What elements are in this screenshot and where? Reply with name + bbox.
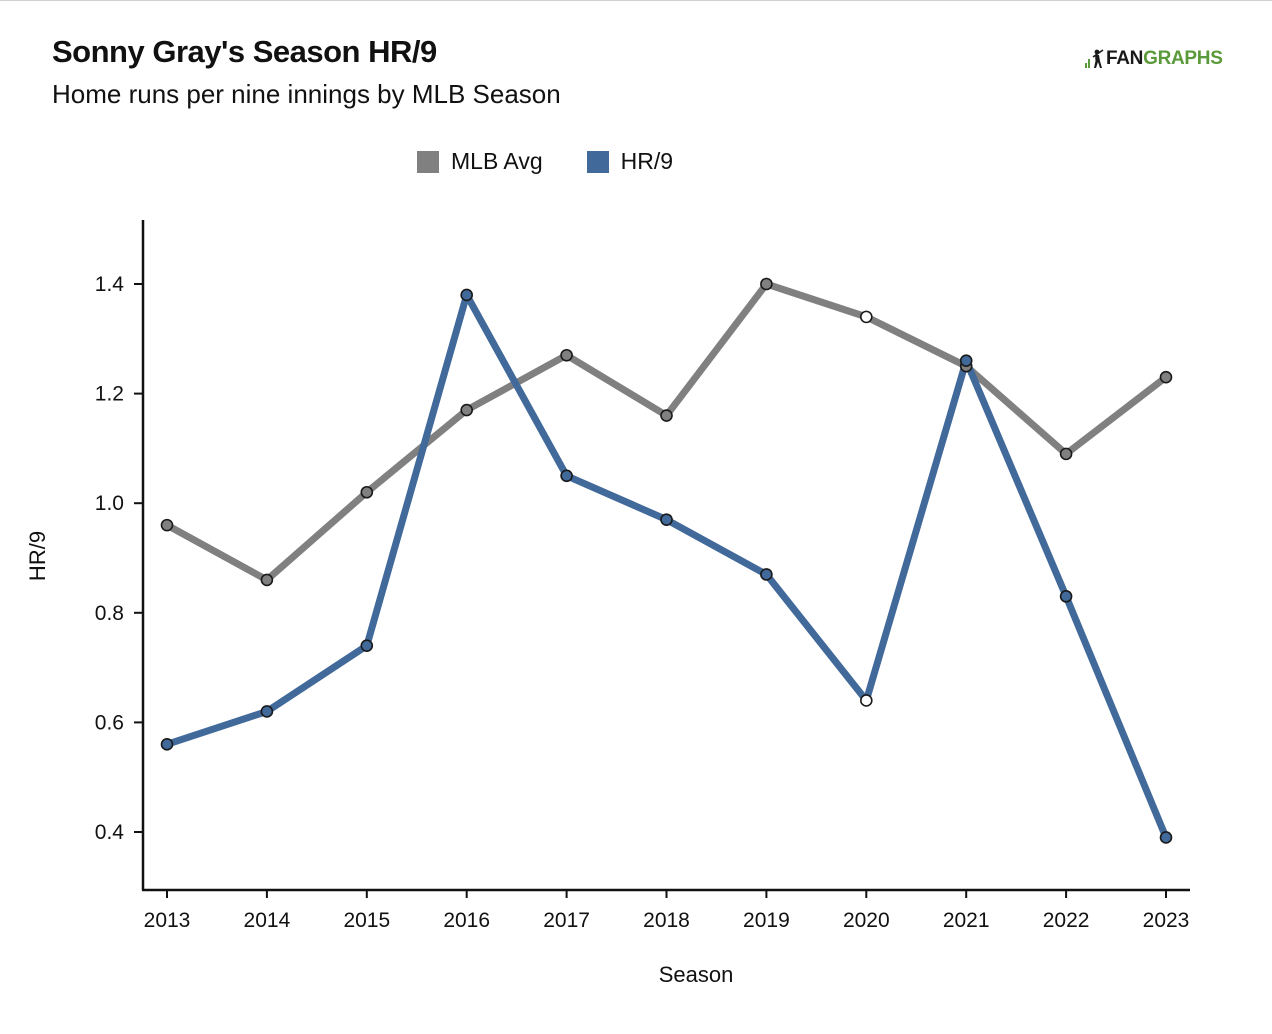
data-point-mlb-avg-2022[interactable]: [1059, 447, 1073, 461]
chart-subtitle: Home runs per nine innings by MLB Season: [52, 79, 561, 109]
legend-swatch-mlb-avg: [417, 150, 439, 173]
data-point-hr9-2014[interactable]: [260, 705, 274, 718]
y-tick-label: 1.2: [95, 383, 124, 406]
y-axis-ticks: 0.4 0.6 0.8 1.0 1.2 1.4: [95, 273, 143, 844]
chart-legend: MLB Avg HR/9: [417, 148, 717, 175]
x-tick-label: 2020: [843, 909, 890, 932]
data-point-hr9-2013[interactable]: [160, 738, 174, 751]
data-point-mlb-avg-2020[interactable]: [859, 310, 873, 324]
legend-item-hr9[interactable]: HR/9: [586, 148, 674, 175]
data-point-mlb-avg-2016[interactable]: [460, 403, 474, 417]
legend-item-mlb-avg[interactable]: MLB Avg: [417, 148, 543, 175]
x-axis-title: Season: [659, 962, 734, 987]
x-tick-label: 2014: [244, 909, 291, 932]
data-point-hr9-2018[interactable]: [660, 513, 673, 526]
y-tick-label: 1.0: [95, 492, 124, 515]
data-point-mlb-avg-2018[interactable]: [660, 409, 673, 422]
logo-text-fan: FAN: [1106, 48, 1144, 69]
data-point-mlb-avg-2019[interactable]: [760, 277, 773, 291]
data-point-hr9-2020[interactable]: [859, 694, 873, 707]
x-tick-label: 2019: [743, 909, 790, 932]
fangraphs-logo[interactable]: FAN GRAPHS: [1084, 47, 1223, 71]
legend-swatch-hr9: [586, 150, 609, 173]
x-tick-label: 2018: [643, 909, 690, 932]
data-point-hr9-2021[interactable]: [959, 354, 973, 368]
data-point-mlb-avg-2023[interactable]: [1159, 370, 1173, 384]
data-point-hr9-2016[interactable]: [460, 288, 474, 302]
batter-icon: [1085, 49, 1104, 68]
x-tick-label: 2017: [543, 909, 590, 932]
data-point-mlb-avg-2017[interactable]: [560, 348, 573, 362]
x-tick-label: 2015: [343, 909, 390, 932]
x-tick-label: 2013: [144, 909, 191, 932]
series-points: [160, 277, 1173, 844]
logo-text-graphs: GRAPHS: [1143, 48, 1223, 69]
series-line-hr9: [163, 291, 1170, 841]
chart-title: Sonny Gray's Season HR/9: [52, 34, 437, 69]
legend-label-hr9: HR/9: [620, 148, 674, 174]
data-point-mlb-avg-2015[interactable]: [360, 485, 374, 499]
y-axis-title: HR/9: [25, 531, 50, 581]
data-point-hr9-2019[interactable]: [760, 568, 773, 581]
y-tick-label: 0.6: [95, 711, 124, 734]
data-point-hr9-2017[interactable]: [560, 469, 573, 483]
data-point-hr9-2022[interactable]: [1059, 590, 1073, 603]
y-tick-label: 1.4: [95, 273, 125, 296]
series-lines: [163, 280, 1170, 841]
data-point-hr9-2023[interactable]: [1159, 831, 1173, 844]
x-tick-label: 2022: [1043, 909, 1090, 932]
legend-label-mlb-avg: MLB Avg: [451, 148, 543, 174]
y-tick-label: 0.4: [95, 821, 125, 844]
series-line-mlb-avg: [163, 280, 1170, 584]
x-axis-ticks: 2013 2014 2015 2016 2017 2018 2019 2020 2021 2022…: [144, 890, 1190, 932]
x-tick-label: 2023: [1143, 909, 1190, 932]
y-tick-label: 0.8: [95, 602, 124, 625]
x-tick-label: 2021: [943, 909, 990, 932]
data-point-mlb-avg-2013[interactable]: [160, 518, 174, 532]
top-border: [0, 0, 1272, 1]
x-tick-label: 2016: [443, 909, 490, 932]
data-point-mlb-avg-2014[interactable]: [260, 573, 274, 587]
data-point-hr9-2015[interactable]: [360, 639, 374, 652]
